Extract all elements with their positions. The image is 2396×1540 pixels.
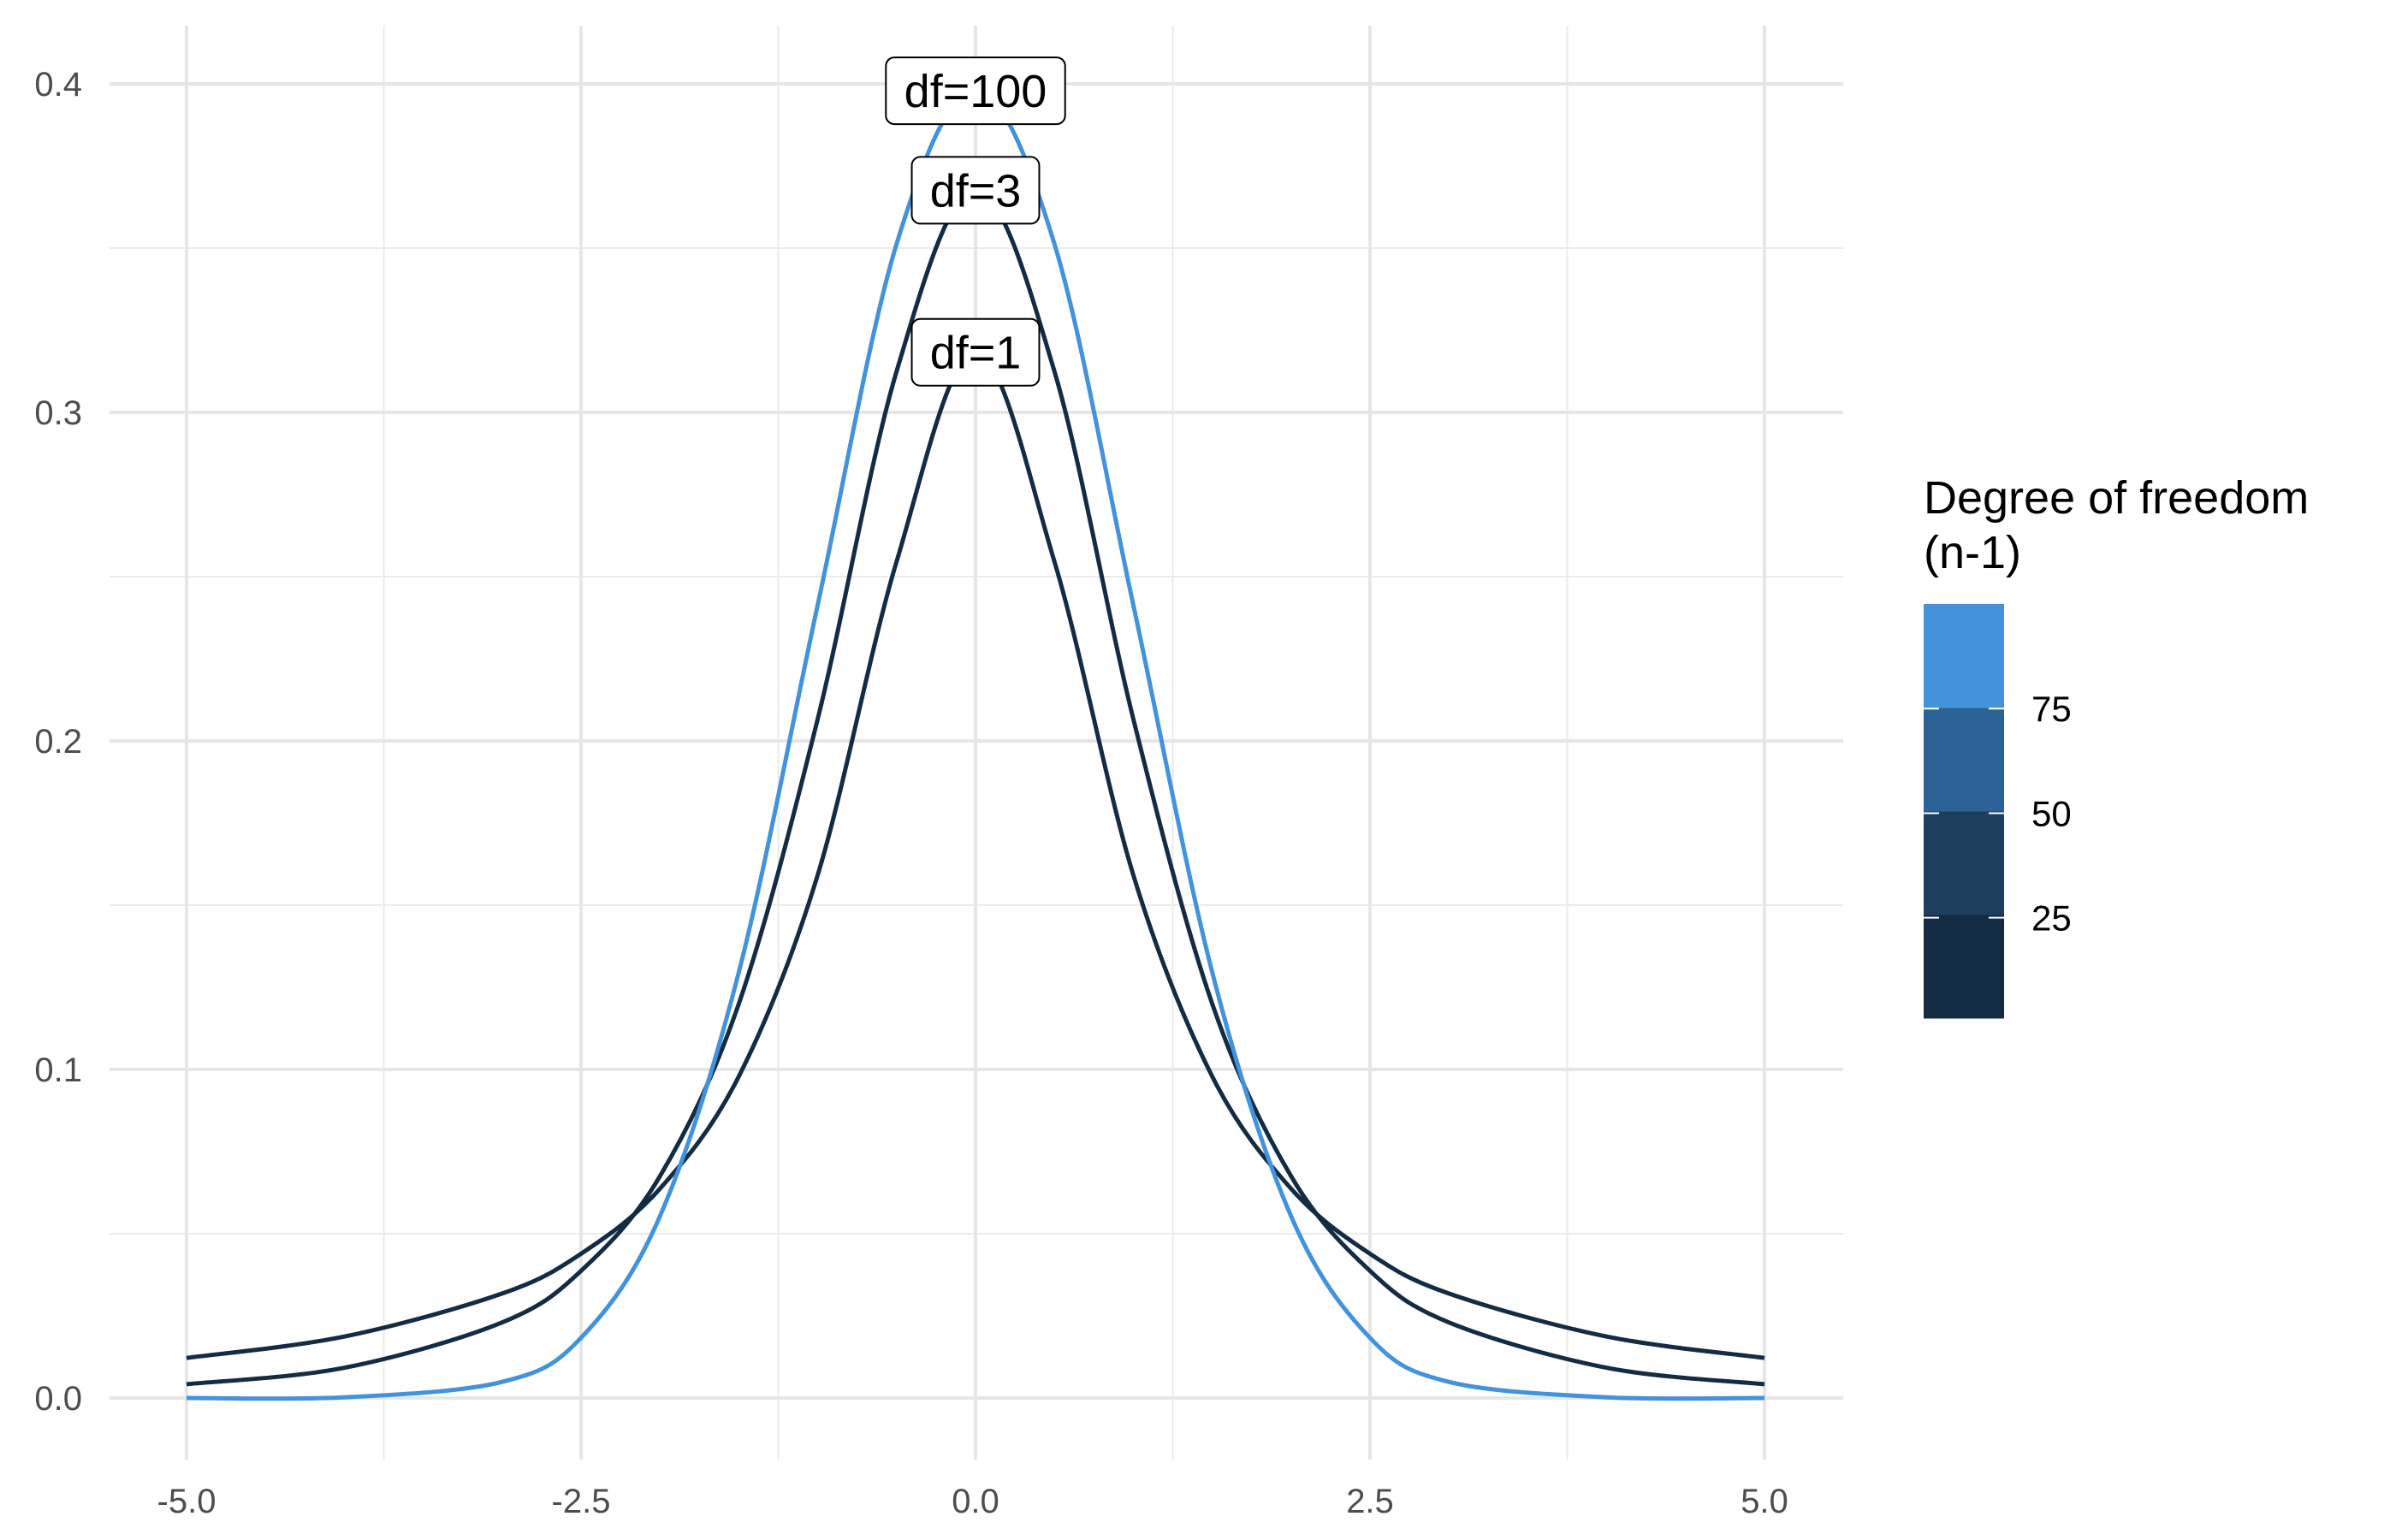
y-tick-label: 0.3: [34, 394, 82, 432]
x-tick-label: -2.5: [552, 1483, 611, 1520]
curve-label-df-3: df=3: [930, 165, 1022, 216]
curve-label-df-1: df=1: [930, 328, 1022, 379]
grid-major: [110, 26, 1843, 1460]
curve-labels: df=1 df=3 df=100: [885, 56, 1066, 387]
y-tick-label: 0.2: [34, 723, 82, 761]
legend-ticks: 25 50 75: [1924, 689, 2072, 939]
legend-tick-label: 75: [2031, 689, 2072, 729]
legend-title-line2: (n-1): [1924, 527, 2021, 578]
curve-label-box-df-3: [910, 156, 1041, 225]
legend: Degree of freedom (n-1) 25 50 75: [1924, 472, 2309, 1019]
legend-tick-label: 25: [2031, 898, 2072, 939]
x-tick-label: -5.0: [157, 1483, 216, 1520]
curve-label-df-100: df=100: [904, 66, 1047, 117]
legend-colorbar-segment: [1924, 604, 2004, 708]
legend-colorbar: [1924, 604, 2004, 1019]
y-tick-label: 0.0: [34, 1380, 82, 1418]
legend-tick-label: 50: [2031, 793, 2072, 833]
curve-label-box-df-100: [885, 56, 1066, 126]
y-tick-label: 0.4: [34, 66, 82, 104]
curve-label-box-df-1: [910, 317, 1041, 387]
x-axis-ticks: -5.0 -2.5 0.0 2.5 5.0: [157, 1483, 1788, 1520]
legend-colorbar-segment: [1924, 811, 2004, 915]
legend-colorbar-segment: [1924, 708, 2004, 812]
legend-colorbar-segment: [1924, 915, 2004, 1019]
legend-title-line1: Degree of freedom: [1924, 472, 2309, 524]
y-tick-label: 0.1: [34, 1051, 82, 1089]
x-tick-label: 2.5: [1346, 1483, 1394, 1520]
y-axis-ticks: 0.0 0.1 0.2 0.3 0.4: [34, 66, 82, 1418]
x-tick-label: 0.0: [952, 1483, 999, 1520]
x-tick-label: 5.0: [1741, 1483, 1788, 1520]
